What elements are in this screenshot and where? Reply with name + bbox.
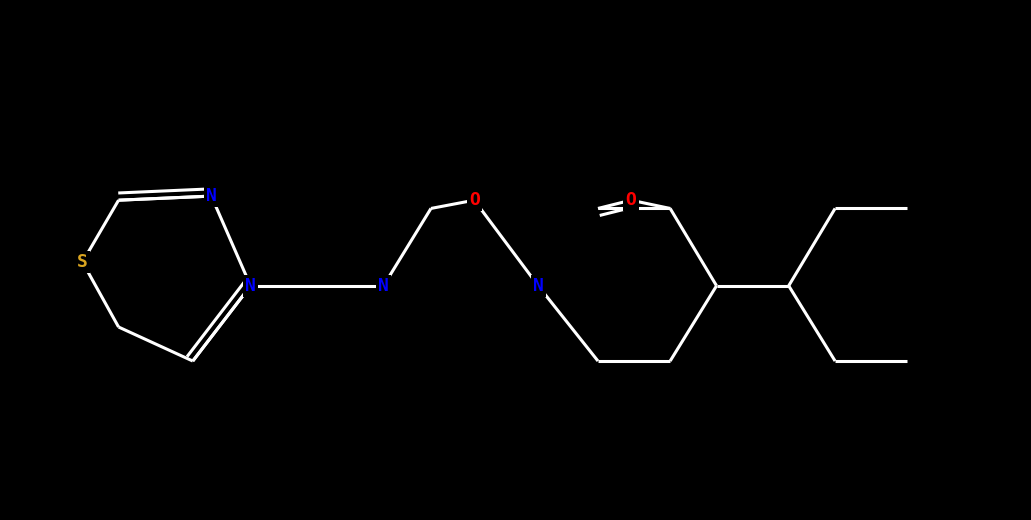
Text: N: N — [378, 277, 389, 295]
Text: O: O — [626, 191, 636, 209]
Text: O: O — [469, 191, 479, 209]
Text: S: S — [77, 253, 88, 271]
Text: N: N — [245, 277, 256, 295]
Text: N: N — [206, 187, 217, 205]
Text: N: N — [533, 277, 543, 295]
